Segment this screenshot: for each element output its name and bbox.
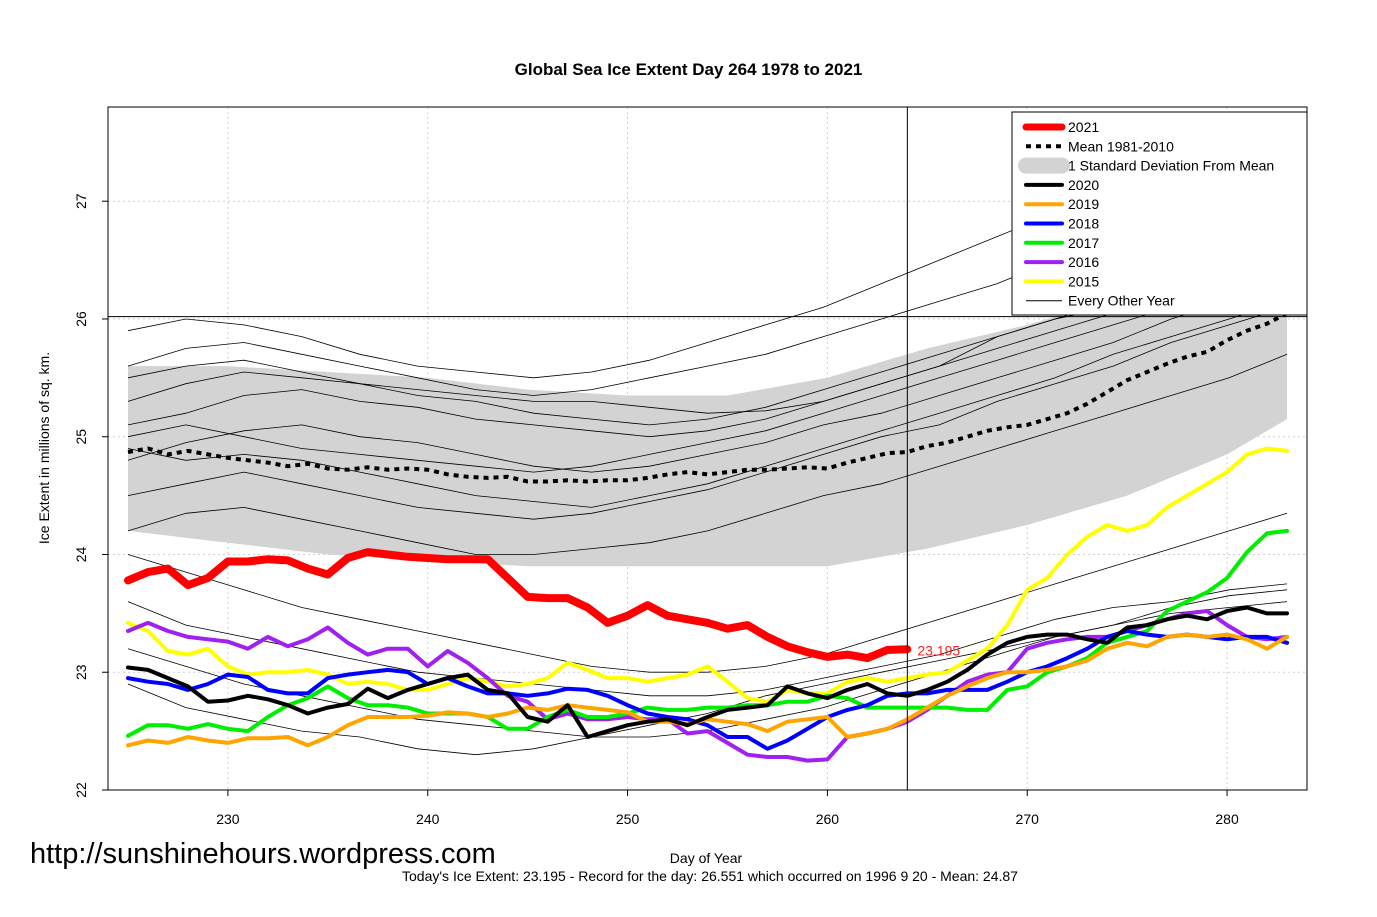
other-year-line <box>127 353 1288 555</box>
legend-label: 1 Standard Deviation From Mean <box>1068 158 1274 174</box>
watermark-url: http://sunshinehours.wordpress.com <box>30 838 496 870</box>
series-line-2016 <box>126 609 1289 763</box>
mean-series-line <box>127 311 1288 484</box>
other-year-line <box>127 601 1288 756</box>
y-tick-label: 23 <box>73 664 89 680</box>
y-axis-label: Ice Extent in millions of sq. km. <box>36 351 52 545</box>
legend-label: 2015 <box>1068 273 1099 289</box>
x-tick-label: 230 <box>216 811 240 827</box>
series-line-2018 <box>126 629 1289 751</box>
axes: 230 240 250 260 270 280 22 23 24 25 26 27 <box>73 106 1308 827</box>
legend: 2021 Mean 1981-2010 1 Standard Deviation F… <box>1011 111 1308 316</box>
legend-label: 2016 <box>1068 254 1099 270</box>
x-tick-label: 280 <box>1215 811 1239 827</box>
x-tick-label: 270 <box>1016 811 1040 827</box>
x-tick-label: 240 <box>416 811 440 827</box>
series-line-2017 <box>126 528 1289 738</box>
other-year-line <box>127 583 1288 697</box>
other-year-line <box>127 247 1288 438</box>
other-year-line <box>127 295 1288 473</box>
footer-stats: Today's Ice Extent: 23.195 - Record for … <box>402 868 1018 884</box>
today-value-label: 23.195 <box>917 642 960 658</box>
legend-label: 2021 <box>1068 119 1099 135</box>
std-dev-band <box>128 207 1287 567</box>
series-line-2021 <box>124 548 912 663</box>
legend-label: 2017 <box>1068 235 1099 251</box>
legend-label: 2019 <box>1068 196 1099 212</box>
plot-frame <box>107 106 1308 791</box>
series-line-2015 <box>126 446 1289 704</box>
other-years-lines <box>127 130 1288 756</box>
legend-label: Every Other Year <box>1068 293 1175 309</box>
std-dev-band-area <box>128 207 1287 567</box>
legend-label: 2018 <box>1068 216 1099 232</box>
x-axis-label: Day of Year <box>669 850 743 866</box>
other-year-line <box>127 512 1288 673</box>
chart-title: Global Sea Ice Extent Day 264 1978 to 20… <box>514 60 863 79</box>
legend-label: Mean 1981-2010 <box>1068 138 1174 154</box>
x-tick-label: 250 <box>616 811 640 827</box>
y-tick-label: 25 <box>73 429 89 445</box>
y-tick-label: 22 <box>73 782 89 798</box>
series-line-2019 <box>126 632 1289 748</box>
other-year-line <box>127 300 1288 508</box>
other-year-line <box>127 265 1288 473</box>
mean-line <box>127 311 1288 484</box>
reference-lines: 23.195 <box>108 107 1307 790</box>
other-year-line <box>127 306 1288 520</box>
y-tick-label: 26 <box>73 311 89 327</box>
x-tick-label: 260 <box>816 811 840 827</box>
y-tick-label: 24 <box>73 546 89 562</box>
legend-label: 2020 <box>1068 177 1099 193</box>
series-line-2020 <box>126 605 1289 739</box>
y-tick-label: 27 <box>73 193 89 209</box>
highlighted-series <box>124 446 1289 763</box>
